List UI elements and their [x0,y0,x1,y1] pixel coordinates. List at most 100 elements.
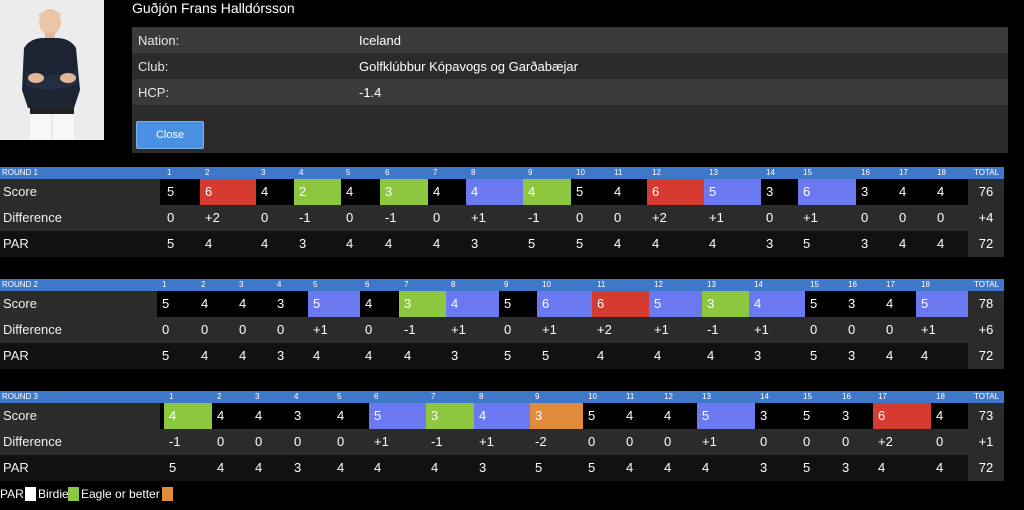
row-par: PAR 5 4 4 3 4 4 4 3 5 5 4 4 4 3 5 3 4 4 72 [0,343,1004,369]
par-total: 72 [968,455,1004,481]
row-score: Score 5 6 4 2 4 3 4 4 4 5 4 6 5 3 6 3 4 4 76 [0,179,1004,205]
par-cell: 4 [878,460,886,475]
par-cell: 4 [201,348,209,363]
difference-cell: +1 [709,210,724,225]
row-label-background [0,291,160,317]
difference-cell: 0 [614,210,622,225]
score-cell: 5 [571,179,609,205]
difference-cell: +1 [702,434,717,449]
score-cell: 6 [200,179,256,205]
par-cell: 4 [346,236,354,251]
difference-cell: 0 [899,210,907,225]
score-total: 76 [968,179,1004,205]
difference-cell: 0 [346,210,354,225]
hole-number: 14 [754,280,763,289]
score-cell: 6 [873,403,931,429]
info-label: HCP: [138,85,170,100]
difference-cell: -1 [385,210,397,225]
hole-number: 16 [848,280,857,289]
score-cell: 6 [647,179,704,205]
par-cell: 4 [313,348,321,363]
row-label: Score [3,408,37,423]
score-cell: 3 [399,291,446,317]
difference-cell: +1 [803,210,818,225]
score-cell: 4 [212,403,250,429]
difference-cell: 0 [217,434,225,449]
hole-number: 16 [842,392,851,401]
par-cell: 3 [277,348,285,363]
score-cell: 4 [250,403,289,429]
score-cell: 4 [881,291,916,317]
score-cell: 3 [702,291,749,317]
score-total: 78 [968,291,1004,317]
par-cell: 5 [169,460,177,475]
par-cell: 5 [535,460,543,475]
score-cell: 3 [530,403,583,429]
round-title: ROUND 2 [2,280,39,289]
hole-number: 5 [313,280,318,289]
close-button[interactable]: Close [136,121,204,149]
row-label: PAR [3,348,29,363]
par-cell: 3 [754,348,762,363]
difference-cell: -1 [404,322,416,337]
info-row-club: Club: Golfklúbbur Kópavogs og Garðabæjar [132,53,1008,79]
score-cell: 3 [837,403,873,429]
par-cell: 4 [899,236,907,251]
hole-number: 8 [451,280,456,289]
row-label: Score [3,184,37,199]
par-cell: 3 [848,348,856,363]
info-value: -1.4 [359,85,382,100]
hole-number: 8 [471,168,476,177]
info-label: Club: [138,59,169,74]
score-cell: 4 [609,179,647,205]
difference-cell: +2 [205,210,220,225]
score-cell: 4 [164,403,212,429]
total-header: TOTAL [974,280,1000,289]
hole-number: 5 [346,168,351,177]
par-cell: 5 [528,236,536,251]
par-cell: 3 [760,460,768,475]
difference-total: +6 [968,317,1004,343]
score-cell: 2 [294,179,341,205]
score-cell: 4 [931,403,968,429]
hole-number: 11 [626,392,635,401]
difference-cell: -1 [707,322,719,337]
hole-number: 3 [261,168,266,177]
score-cell: 4 [256,179,294,205]
par-cell: 4 [404,348,412,363]
round-title: ROUND 1 [2,168,39,177]
difference-cell: 0 [937,210,945,225]
difference-cell: -1 [299,210,311,225]
par-cell: 3 [471,236,479,251]
par-cell: 5 [588,460,596,475]
score-cell: 4 [234,291,272,317]
hole-number: 12 [652,168,661,177]
difference-cell: 0 [886,322,894,337]
par-cell: 4 [261,236,269,251]
round-card: ROUND 3 1 2 3 4 5 6 7 8 9 10 11 12 13 14 15 16 17 18 TOTAL S… [0,391,1004,498]
score-total: 73 [968,403,1004,429]
row-score: Score 5 4 4 3 5 4 3 4 5 6 6 5 3 4 5 3 4 5 78 [0,291,1004,317]
par-cell: 4 [597,348,605,363]
difference-cell: 0 [167,210,175,225]
hole-number: 1 [167,168,172,177]
hole-number: 16 [861,168,870,177]
difference-cell: +2 [597,322,612,337]
score-cell: 4 [523,179,571,205]
hole-number: 9 [504,280,509,289]
par-cell: 4 [385,236,393,251]
hole-number: 14 [760,392,769,401]
difference-cell: +1 [754,322,769,337]
hole-number: 18 [937,168,946,177]
score-cell: 5 [308,291,360,317]
score-cell: 5 [805,291,843,317]
difference-cell: 0 [261,210,269,225]
difference-cell: 0 [576,210,584,225]
score-cell: 5 [697,403,755,429]
hole-number: 5 [337,392,342,401]
player-photo [0,0,104,140]
row-label: PAR [3,236,29,251]
difference-cell: 0 [255,434,263,449]
difference-total: +4 [968,205,1004,231]
difference-cell: +1 [542,322,557,337]
